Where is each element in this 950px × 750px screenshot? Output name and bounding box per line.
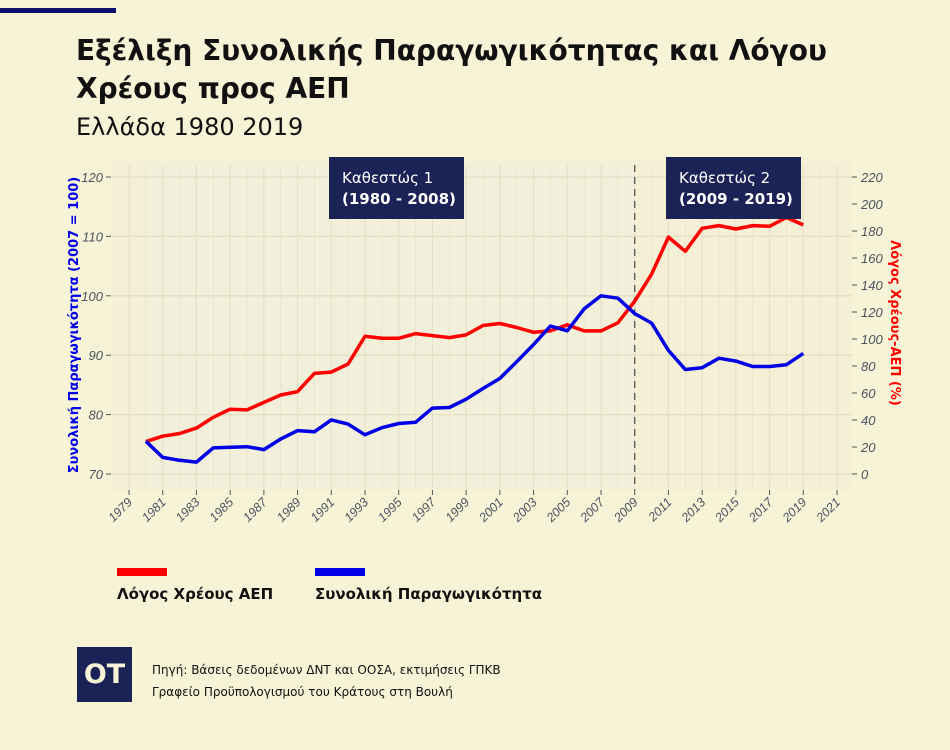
chart-title: Εξέλιξη Συνολικής Παραγωγικότητας και Λό…: [76, 34, 827, 105]
x-tick-label: 2019: [779, 495, 809, 525]
x-tick-label: 1989: [274, 495, 304, 525]
x-tick-label: 1993: [342, 495, 372, 525]
debt-ratio-line: [145, 215, 805, 444]
y-right-tick-label: 80: [861, 359, 876, 374]
top-accent-bar: [0, 8, 116, 13]
regime-label-line1: Καθεστώς 2: [679, 169, 770, 187]
y-left-tick-label: 110: [82, 229, 103, 244]
x-tick-label: 2005: [543, 495, 573, 525]
legend-item-productivity: Συνολική Παραγωγικότητα: [315, 568, 542, 603]
y-right-axis-title: Λόγος Χρέους-ΑΕΠ (%): [887, 240, 902, 406]
x-tick-label: 1979: [106, 495, 136, 525]
x-tick-label: 1997: [409, 494, 439, 524]
x-tick-label: 1983: [173, 495, 203, 525]
x-tick-label: 1981: [139, 495, 169, 525]
legend-swatch-productivity: [315, 568, 365, 576]
x-tick-label: 1995: [375, 495, 405, 525]
source-line-1: Πηγή: Βάσεις δεδομένων ΔΝΤ και ΟΟΣΑ, εκτ…: [152, 663, 501, 677]
x-tick-label: 2011: [645, 495, 675, 525]
regime-label-line2: (2009 - 2019): [679, 190, 793, 208]
x-tick-label: 2001: [476, 495, 506, 525]
productivity-line: [144, 294, 805, 464]
x-tick-label: 2017: [745, 494, 776, 525]
y-left-tick-label: 70: [89, 467, 104, 482]
x-tick-label: 2009: [611, 495, 641, 525]
legend-label-productivity: Συνολική Παραγωγικότητα: [315, 585, 543, 603]
legend-swatch-debt: [117, 568, 167, 576]
ot-logo: OT: [77, 647, 132, 702]
x-tick-label: 1999: [443, 495, 473, 525]
y-right-tick-label: 120: [861, 305, 883, 320]
y-right-tick-label: 140: [861, 278, 883, 293]
y-right-tick-label: 180: [861, 224, 883, 239]
y-left-tick-label: 80: [89, 408, 104, 423]
legend-item-debt: Λόγος Χρέους ΑΕΠ: [117, 568, 273, 603]
x-tick-label: 2013: [678, 495, 708, 525]
x-tick-label: 1991: [308, 495, 338, 525]
x-tick-label: 2007: [577, 494, 608, 525]
source-line-2: Γραφείο Προϋπολογισμού του Κράτους στη Β…: [152, 685, 453, 699]
y-left-tick-label: 100: [81, 289, 103, 304]
regime-label-box: [329, 157, 464, 219]
source-note: Πηγή: Βάσεις δεδομένων ΔΝΤ και ΟΟΣΑ, εκτ…: [152, 659, 501, 703]
y-right-tick-label: 0: [861, 467, 869, 482]
y-left-axis-title: Συνολική Παραγωγικότητα (2007 = 100): [67, 177, 82, 474]
regime-label-line1: Καθεστώς 1: [342, 169, 433, 187]
x-tick-label: 1985: [207, 495, 237, 525]
legend-label-debt: Λόγος Χρέους ΑΕΠ: [117, 585, 274, 603]
x-tick-label: 2003: [509, 495, 539, 525]
regime-label-box: [666, 157, 801, 219]
x-tick-label: 2021: [813, 495, 843, 525]
regime-label-line2: (1980 - 2008): [342, 190, 456, 208]
y-right-tick-label: 200: [860, 197, 883, 212]
y-right-tick-label: 60: [861, 386, 876, 401]
y-right-tick-label: 220: [860, 170, 883, 185]
y-right-tick-label: 160: [861, 251, 883, 266]
y-left-tick-label: 90: [89, 348, 104, 363]
y-right-tick-label: 20: [860, 440, 876, 455]
x-tick-label: 1987: [240, 494, 270, 524]
y-left-tick-label: 120: [81, 170, 103, 185]
x-tick-label: 2015: [712, 495, 742, 525]
y-right-tick-label: 100: [861, 332, 883, 347]
chart-subtitle: Ελλάδα 1980 2019: [76, 113, 304, 141]
y-right-tick-label: 40: [861, 413, 876, 428]
